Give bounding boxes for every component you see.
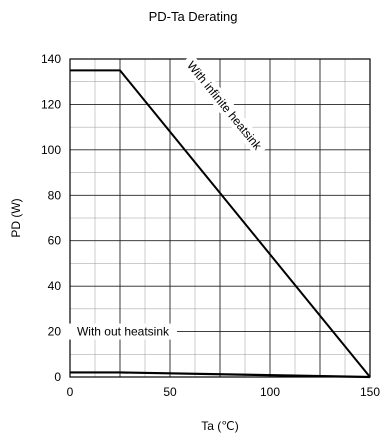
series-labels: With infinite heatsink With out heatsink xyxy=(69,53,269,340)
series-label-infinite-heatsink-group: With infinite heatsink xyxy=(180,53,269,158)
plot-frame xyxy=(69,58,371,378)
y-tick-label: 20 xyxy=(48,325,62,339)
series-line-without-heatsink xyxy=(70,371,371,379)
label-background xyxy=(180,53,269,158)
y-tick-label: 100 xyxy=(41,143,61,157)
x-tick-label: 0 xyxy=(67,385,74,399)
y-tick-label: 40 xyxy=(48,279,62,293)
series-label-infinite-heatsink: With infinite heatsink xyxy=(184,58,265,153)
x-tick-label: 50 xyxy=(163,385,177,399)
y-tick-label: 80 xyxy=(48,188,62,202)
y-axis-label: PD (W) xyxy=(9,198,23,237)
y-tick-label: 60 xyxy=(48,234,62,248)
x-axis-label: Ta (℃) xyxy=(201,419,238,433)
y-tick-label: 120 xyxy=(41,97,61,111)
chart-title: PD-Ta Derating xyxy=(148,9,238,24)
series-label-without-heatsink: With out heatsink xyxy=(77,325,170,339)
x-tick-label: 150 xyxy=(360,385,380,399)
series-layer xyxy=(70,69,371,379)
label-background xyxy=(69,323,177,340)
y-tick-label: 0 xyxy=(54,370,61,384)
y-tick-label: 140 xyxy=(41,52,61,66)
tick-labels: 0 50 100 150 0 20 40 60 80 100 120 140 xyxy=(41,52,380,399)
x-tick-label: 100 xyxy=(260,385,280,399)
series-line-infinite-heatsink xyxy=(70,69,371,378)
